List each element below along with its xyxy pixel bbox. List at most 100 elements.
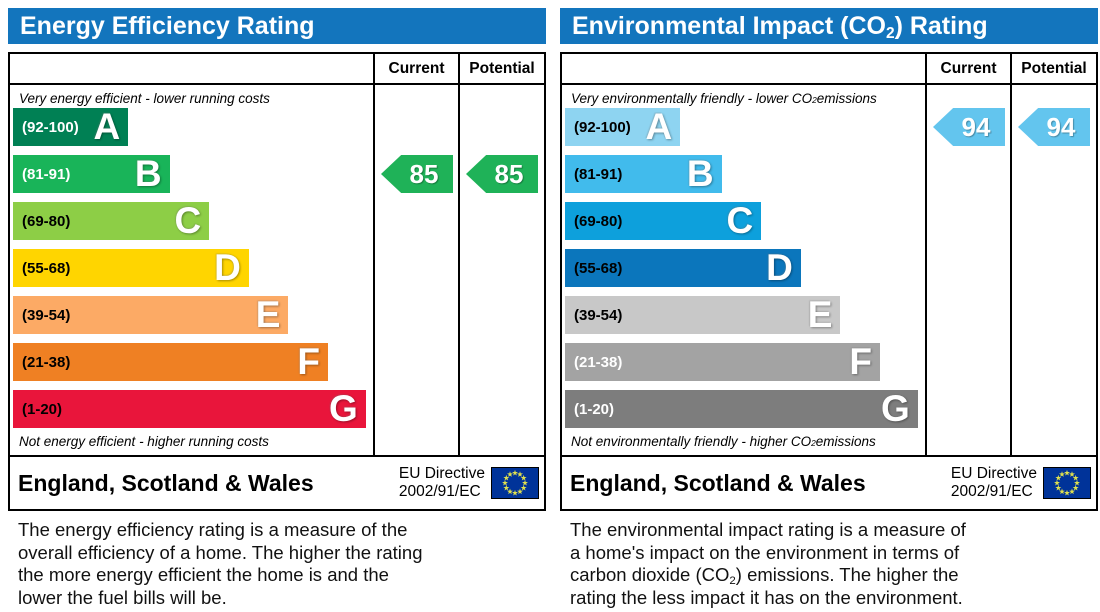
potential-rating-arrow: 94 [1018, 108, 1090, 146]
band-range: (1-20) [22, 400, 63, 418]
eu-directive-line2: 2002/91/EC [950, 483, 1033, 500]
arrow-value: 85 [409, 158, 439, 189]
region-label: England, Scotland & Wales [570, 469, 866, 496]
description-line: lower the fuel bills will be. [18, 586, 227, 608]
panel-description: The environmental impact rating is a mea… [570, 519, 1080, 609]
band-row-a: (92-100) A [565, 108, 925, 146]
band-range: (1-20) [574, 400, 615, 418]
arrow-value: 94 [961, 111, 991, 142]
band-bar: (1-20) G [565, 390, 918, 428]
bottom-caption: Not energy efficient - higher running co… [19, 433, 269, 449]
band-bar: (81-91) B [565, 155, 722, 193]
current-column-header: Current [373, 54, 458, 85]
band-range: (21-38) [22, 353, 71, 371]
environmental-impact-panel: Environmental Impact (CO2) Rating Curren… [560, 0, 1098, 612]
rating-table: Current Potential Very environmentally f… [560, 52, 1098, 511]
band-bar: (81-91) B [13, 155, 170, 193]
region-label: England, Scotland & Wales [18, 469, 314, 496]
current-column-header: Current [925, 54, 1010, 85]
band-bar: (69-80) C [565, 200, 762, 241]
band-range: (81-91) [574, 165, 623, 183]
description-line: carbon dioxide (CO2) emissions. The high… [570, 564, 959, 588]
chart-area: Very energy efficient - lower running co… [10, 85, 373, 455]
band-range: (55-68) [22, 259, 71, 277]
panel-description: The energy efficiency rating is a measur… [18, 519, 528, 609]
arrow-value: 85 [494, 158, 524, 189]
band-letter: C [726, 200, 754, 241]
potential-column-header: Potential [458, 54, 544, 85]
bands: (92-100) A (81-91) B (69-80) C (55-68) D (39-54)… [565, 108, 925, 428]
description-line: The environmental impact rating is a mea… [570, 519, 966, 540]
band-row-b: (81-91) B [13, 155, 373, 193]
potential-rating-arrow: 85 [466, 155, 538, 193]
band-bar: (21-38) F [13, 343, 328, 381]
eu-directive-line1: EU Directive [398, 465, 485, 483]
band-bar: (69-80) C [13, 202, 210, 240]
band-bar: (1-20) G [13, 390, 366, 428]
band-row-c: (69-80) C [565, 202, 925, 240]
band-bar: (92-100) A [565, 106, 681, 147]
band-letter: E [255, 294, 281, 335]
rating-table: Current Potential Very energy efficient … [8, 52, 546, 511]
band-row-d: (55-68) D [13, 249, 373, 287]
band-row-f: (21-38) F [13, 343, 373, 381]
band-row-g: (1-20) G [13, 390, 373, 428]
description-line: rating the less impact it has on the env… [570, 586, 963, 608]
band-letter: A [93, 106, 121, 147]
band-row-a: (92-100) A [13, 108, 373, 146]
footer: England, Scotland & Wales EU Directive 2… [10, 455, 544, 509]
description-line: The energy efficiency rating is a measur… [18, 519, 408, 540]
band-range: (69-80) [22, 212, 71, 230]
band-range: (69-80) [574, 212, 623, 230]
current-cell: 94 [925, 85, 1010, 455]
band-letter: F [297, 341, 320, 382]
energy-efficiency-panel: Energy Efficiency Rating Current Potenti… [8, 0, 546, 612]
band-row-e: (39-54) E [565, 296, 925, 334]
band-bar: (21-38) F [565, 343, 880, 381]
band-bar: (55-68) D [13, 249, 249, 287]
eu-directive: EU Directive 2002/91/EC [399, 465, 485, 501]
top-caption: Very environmentally friendly - lower CO… [571, 90, 877, 106]
bands: (92-100) A (81-91) B (69-80) C (55-68) D (39-54)… [13, 108, 373, 428]
arrow-value: 94 [1046, 111, 1076, 142]
band-row-f: (21-38) F [565, 343, 925, 381]
potential-cell: 94 [1010, 85, 1096, 455]
band-range: (81-91) [22, 165, 71, 183]
eu-directive-line2: 2002/91/EC [398, 483, 481, 500]
band-letter: G [329, 388, 358, 429]
footer: England, Scotland & Wales EU Directive 2… [562, 455, 1096, 509]
band-letter: B [686, 153, 714, 194]
band-letter: D [766, 247, 793, 288]
band-range: (39-54) [574, 306, 623, 324]
band-letter: D [214, 247, 241, 288]
top-caption: Very energy efficient - lower running co… [19, 90, 270, 106]
eu-directive-line1: EU Directive [950, 465, 1037, 483]
potential-cell: 85 [458, 85, 544, 455]
band-bar: (39-54) E [565, 296, 841, 334]
band-letter: A [645, 106, 673, 147]
band-bar: (55-68) D [565, 249, 801, 287]
current-cell: 85 [373, 85, 458, 455]
table-corner-cell [562, 54, 925, 85]
band-letter: G [881, 388, 910, 429]
band-letter: F [849, 341, 872, 382]
band-row-e: (39-54) E [13, 296, 373, 334]
table-corner-cell [10, 54, 373, 85]
band-range: (39-54) [22, 306, 71, 324]
current-rating-arrow: 85 [381, 155, 453, 193]
band-range: (21-38) [574, 353, 623, 371]
chart-area: Very environmentally friendly - lower CO… [562, 85, 925, 455]
eu-directive: EU Directive 2002/91/EC [951, 465, 1037, 501]
band-range: (92-100) [22, 118, 79, 136]
band-row-b: (81-91) B [565, 155, 925, 193]
band-letter: B [134, 153, 162, 194]
potential-column-header: Potential [1010, 54, 1096, 85]
eu-flag-icon [491, 467, 539, 499]
description-line: a home's impact on the environment in te… [570, 541, 960, 563]
current-rating-arrow: 94 [933, 108, 1005, 146]
panel-title: Energy Efficiency Rating [8, 8, 546, 44]
band-row-d: (55-68) D [565, 249, 925, 287]
band-row-c: (69-80) C [13, 202, 373, 240]
description-line: overall efficiency of a home. The higher… [18, 541, 423, 563]
